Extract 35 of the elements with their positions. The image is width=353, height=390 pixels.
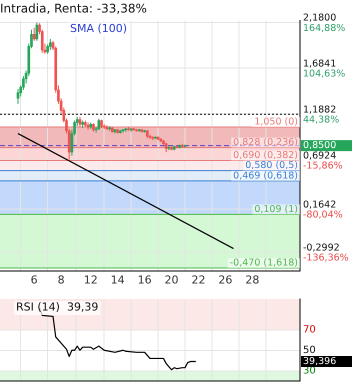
x-tick-label: 26 xyxy=(218,273,232,286)
y-tick-label: 2,1800 xyxy=(303,12,336,24)
ref-line-label: 0,580 (0,5) xyxy=(245,160,298,172)
x-tick-label: 28 xyxy=(245,273,260,286)
y2-tick-label: -80,04% xyxy=(303,210,343,221)
y-tick-label: 0,1642 xyxy=(303,200,336,211)
x-tick-label: 20 xyxy=(164,273,179,286)
x-tick-label: 14 xyxy=(110,273,125,286)
x-tick-label: 8 xyxy=(58,273,65,286)
text: 0,8500 xyxy=(303,140,336,152)
y-tick-label: -0,2992 xyxy=(303,242,340,254)
y-tick-label: 1,6841 xyxy=(303,58,336,70)
y-tick-label: 1,1882 xyxy=(303,104,336,116)
y2-tick-label: 44,38% xyxy=(303,114,340,126)
ref-line-label: 1,050 (0) xyxy=(254,116,298,128)
y-tick-label: 0,6924 xyxy=(303,150,336,162)
text: 39,396 xyxy=(303,356,336,367)
ref-line-label: 0,109 (1) xyxy=(254,204,298,215)
x-tick-label: 16 xyxy=(138,273,152,286)
ref-line-label: 0,469 (0,618) xyxy=(233,170,298,182)
ref-line-label: -0,470 (1,618) xyxy=(230,257,298,268)
x-tick-label: 22 xyxy=(191,273,206,286)
annotation: SMA (100) xyxy=(70,22,128,35)
y2-tick-label: 164,88% xyxy=(303,22,346,34)
ref-line-label: 0,828 (0,236) xyxy=(233,137,298,148)
x-tick-label: 12 xyxy=(84,273,98,286)
y2-tick-label: -15,86% xyxy=(303,160,343,172)
annotation: RSI (14) 39,39 xyxy=(16,300,98,314)
y2-tick-label: 104,63% xyxy=(303,68,346,80)
y2-tick-label: -136,36% xyxy=(303,252,349,264)
y-tick-label: 50 xyxy=(303,344,316,356)
chart-title: Intradia, Renta: -33,38% xyxy=(0,1,147,16)
y-tick-label: 70 xyxy=(303,324,316,336)
x-tick-label: 6 xyxy=(30,273,38,286)
ref-line-label: 0,690 (0,382) xyxy=(233,150,298,161)
